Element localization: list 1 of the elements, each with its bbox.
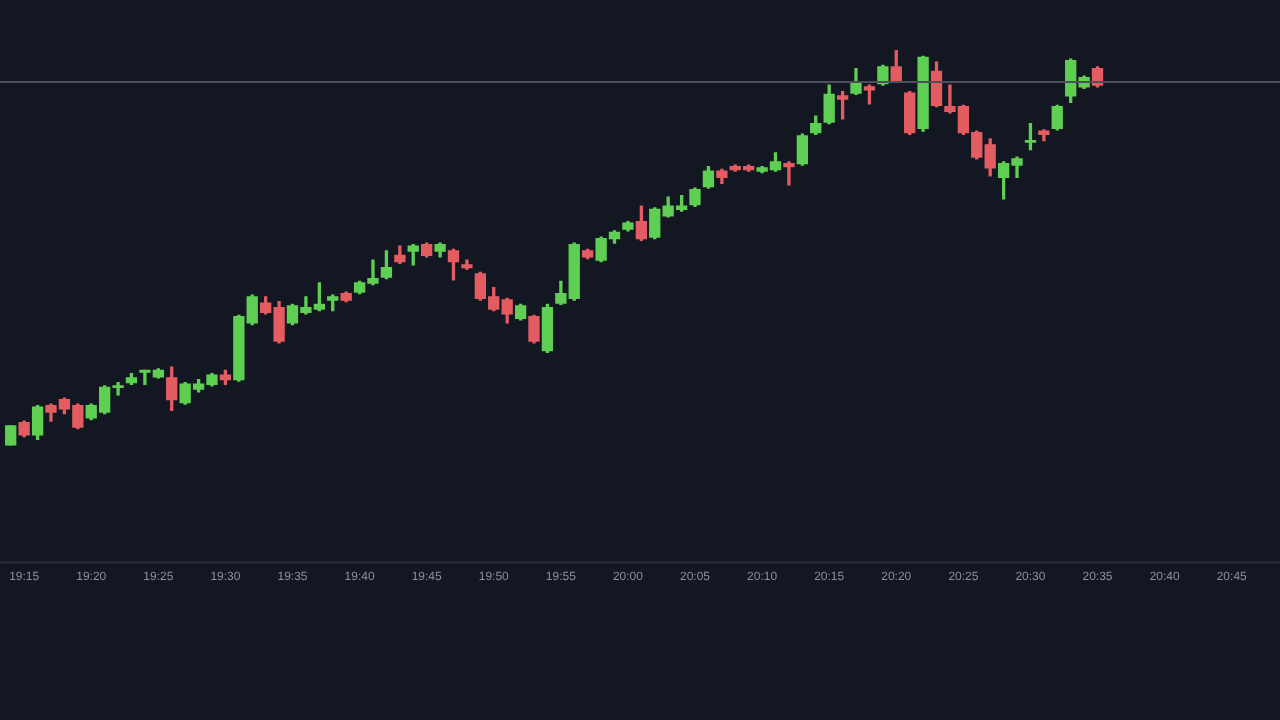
candlestick xyxy=(783,161,795,186)
